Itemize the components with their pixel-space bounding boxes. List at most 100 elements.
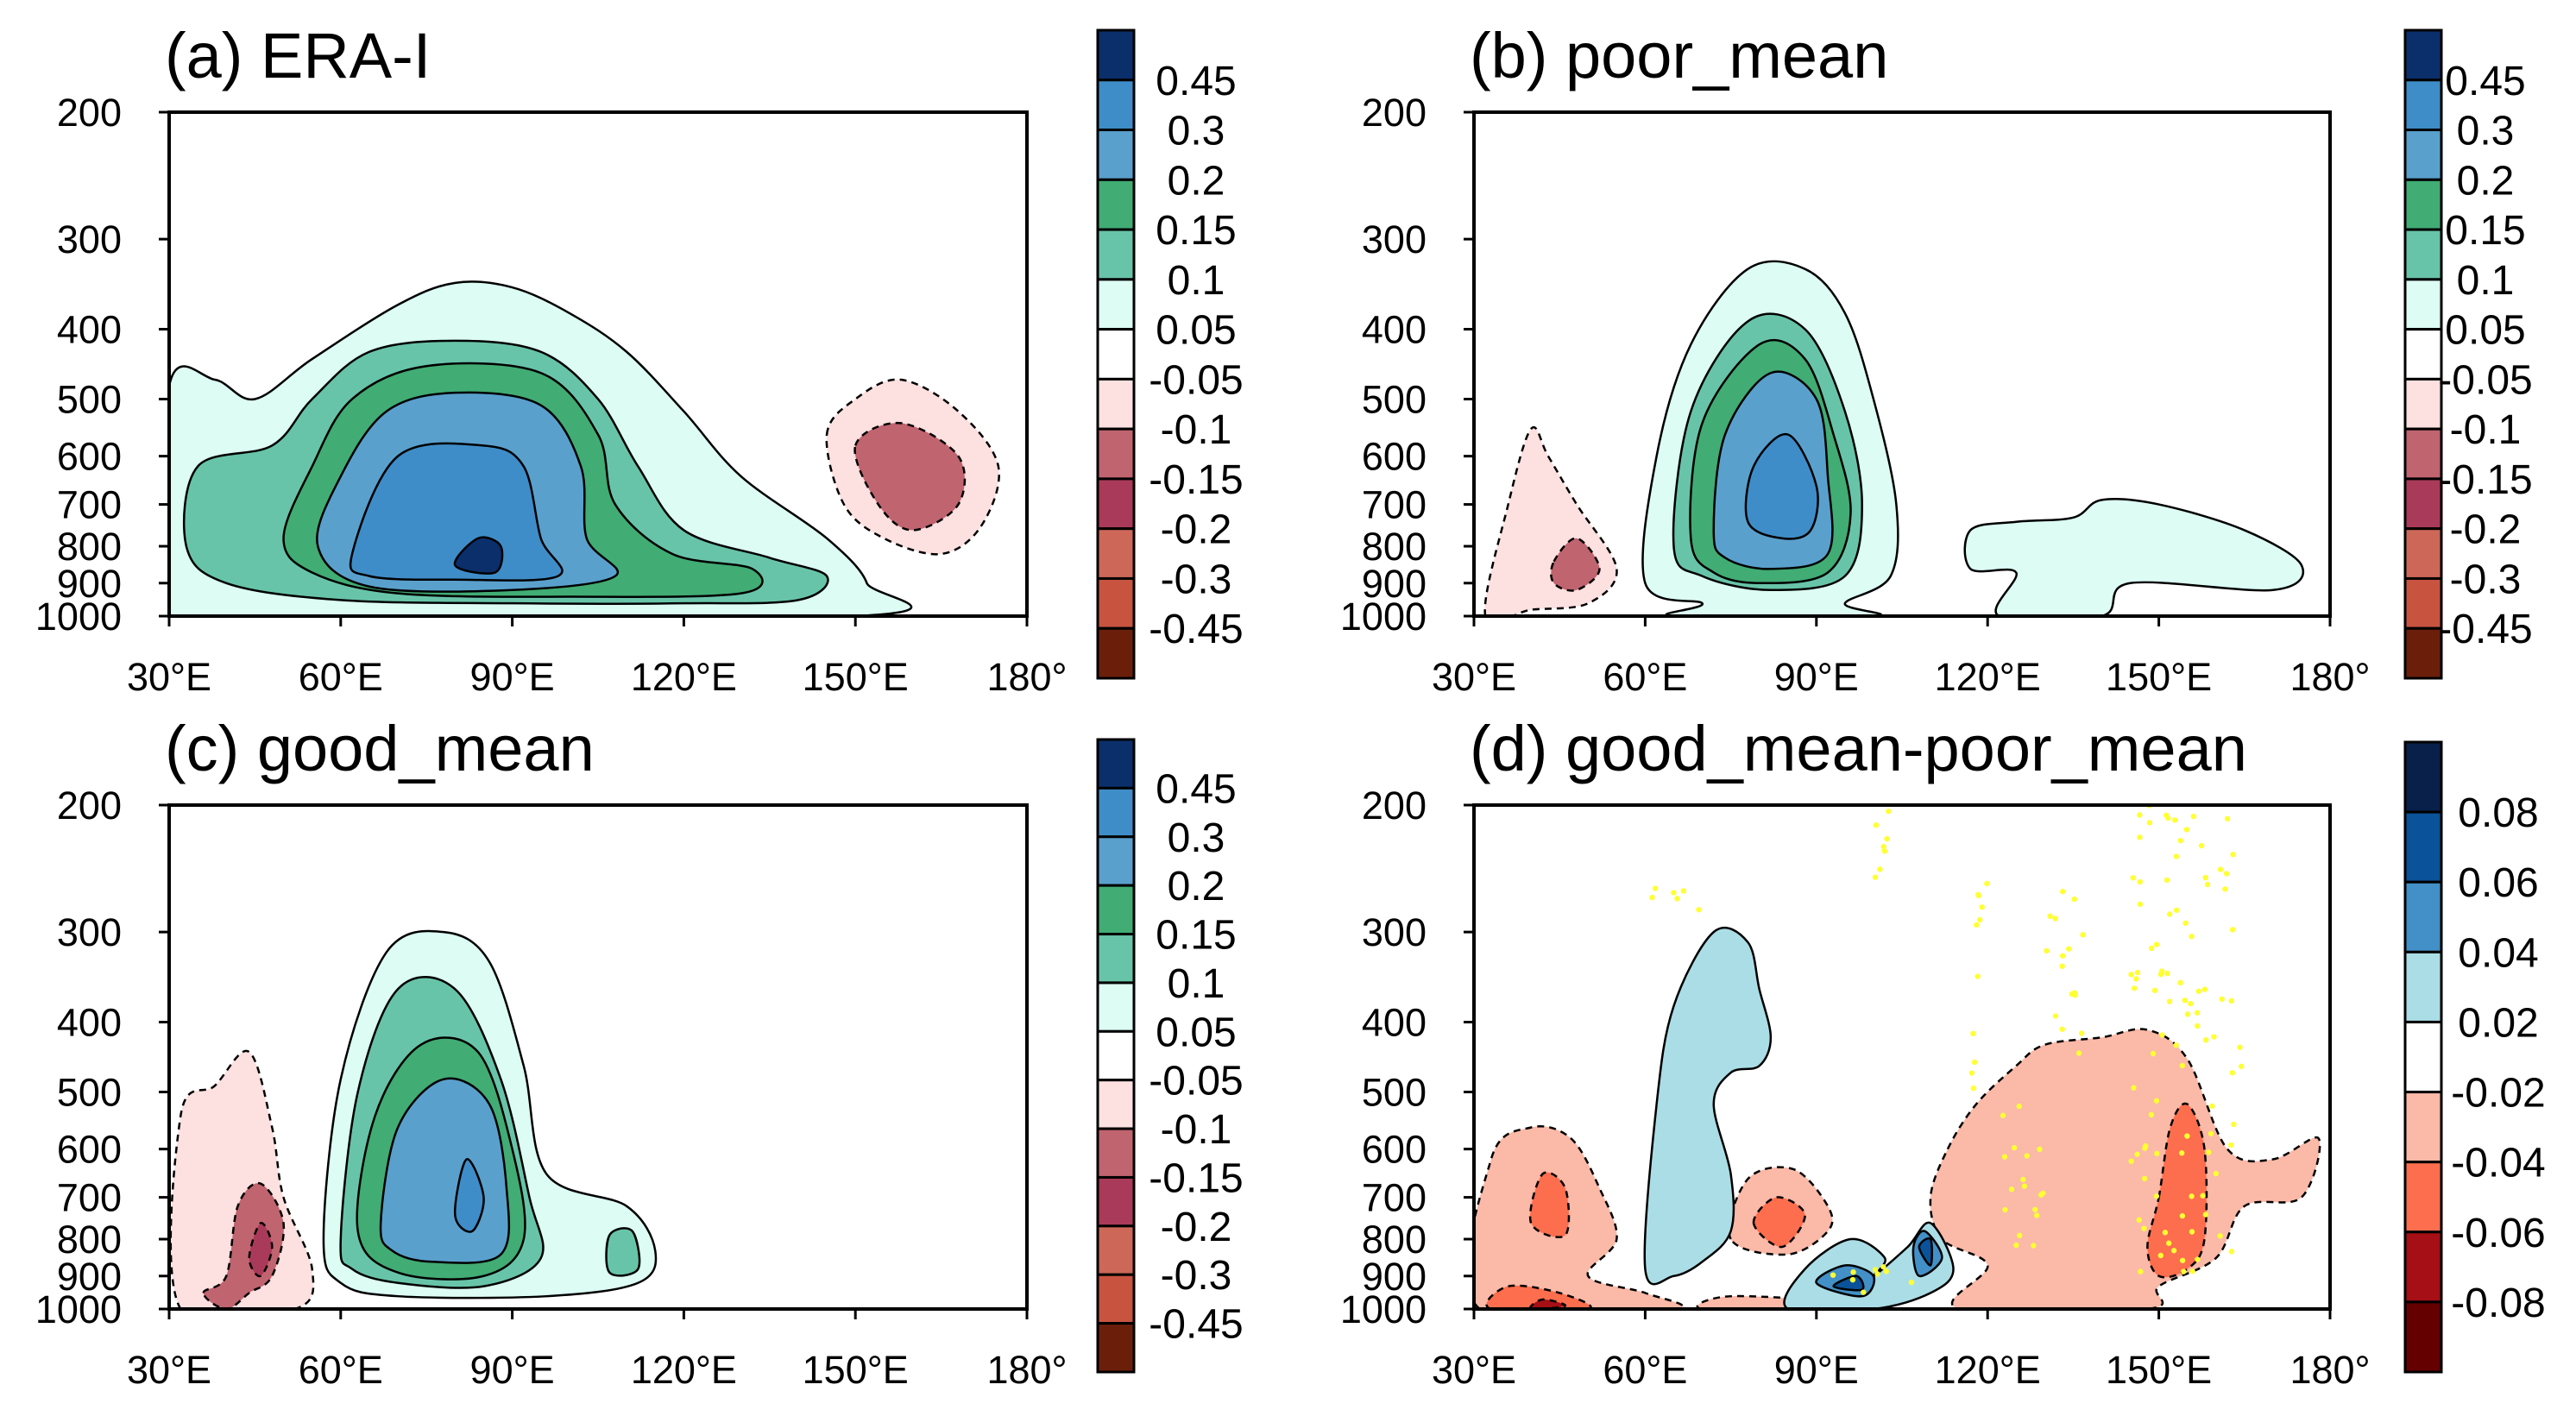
colorbar-box [1096,1224,1136,1276]
colorbar-label: -0.3 [2450,557,2522,602]
y-tick-label: 300 [57,217,122,261]
significance-dot [2217,1233,2223,1239]
significance-dot [2071,990,2078,996]
x-tick-label: 120°E [1935,655,2041,699]
colorbar-box [1096,228,1136,281]
y-tick-label: 200 [1362,91,1427,135]
significance-dot [2137,812,2143,818]
x-tick-label: 60°E [299,1348,383,1392]
significance-dot [1880,1263,1886,1270]
panel-title: (c) good_mean [165,713,595,784]
contour-positive [349,442,564,582]
y-tick-label: 200 [1362,784,1427,828]
significance-dot [2136,1217,2142,1224]
significance-dot [1974,922,1980,928]
y-tick-label: 600 [57,1128,122,1172]
colorbar-label: -0.45 [1149,607,1243,652]
significance-dot [1968,1070,1975,1076]
colorbar-box [2403,178,2443,231]
x-tick-label: 150°E [803,655,909,699]
x-tick-label: 90°E [1774,1348,1859,1392]
colorbar-label: -0.2 [2450,507,2522,553]
y-tick-label: 900 [1362,1255,1427,1299]
y-tick-label: 600 [1362,435,1427,479]
significance-dot [2209,1103,2215,1110]
colorbar-label: -0.05 [2438,357,2532,403]
significance-dot [2237,1044,2243,1050]
significance-dot [2128,972,2134,978]
contour-negative [1485,1284,1592,1309]
significance-dot [2143,1142,2149,1149]
colorbar-box [2403,427,2443,481]
significance-dot [2008,1186,2015,1193]
contour-positive [1963,498,2304,616]
colorbar-label: 0.1 [1168,258,1225,304]
contour-positive [454,1158,485,1233]
x-tick-label: 120°E [1935,1348,2041,1392]
colorbar-label: 0.06 [2458,860,2538,906]
y-tick-label: 400 [1362,308,1427,352]
y-tick-label: 200 [57,784,122,828]
significance-dot [2166,911,2173,917]
significance-dot [2013,1242,2019,1249]
contour-negative [853,421,967,532]
contour-negative [202,1181,286,1309]
colorbar-label: 0.04 [2458,930,2538,976]
colorbar-box [2403,1230,2443,1304]
significance-dot [2189,934,2195,940]
contour-positive [1643,926,1773,1286]
significance-dot [1975,973,1981,979]
plot-frame [167,110,1029,618]
significance-dot [2059,963,2065,969]
colorbar-label: -0.1 [1161,407,1232,453]
significance-dot [2033,1212,2040,1218]
colorbar-box [2403,477,2443,531]
significance-dot [2201,986,2208,992]
panel-b: 30°E 60°E 90°E 120°E 150°E 180° 200 300 400 500 60… [1340,20,2533,699]
colorbar-label: -0.02 [2451,1071,2545,1117]
colorbar-label: 0.1 [1168,961,1225,1007]
y-tick-label: 400 [57,308,122,352]
significance-dot [2047,913,2053,919]
significance-dot [2002,1206,2008,1213]
significance-dot [2195,988,2201,994]
colorbar-box [1096,328,1136,381]
significance-dot [2195,1023,2201,1029]
significance-dot [2137,878,2143,885]
colorbar-box [2403,1300,2443,1374]
significance-dot [2146,820,2153,826]
significance-dot [2182,997,2188,1004]
x-tick-label: 90°E [470,1348,555,1392]
y-tick-label: 800 [1362,1218,1427,1262]
significance-dot [2154,1150,2160,1157]
significance-dot [2153,1098,2160,1104]
significance-dot [1872,874,1879,880]
significance-dot [1881,848,1888,854]
significance-dot [2011,1144,2018,1151]
significance-dot [2032,1206,2038,1212]
significance-dot [2080,932,2086,938]
significance-dot [2021,1183,2028,1189]
significance-dot [1908,1279,1915,1286]
significance-dot [1883,1268,1890,1274]
y-tick-label: 900 [57,1255,122,1299]
colorbar-label: -0.05 [1149,1059,1243,1104]
significance-dot [2217,866,2224,872]
x-tick-label: 60°E [299,655,383,699]
x-tick-label: 120°E [631,655,737,699]
x-tick-label: 30°E [127,655,211,699]
significance-dot [2079,1030,2085,1036]
significance-dot [1649,894,1655,901]
significance-dot [2202,1211,2209,1218]
colorbar-box [1096,786,1136,839]
contour-positive [453,536,504,575]
significance-dot [2200,1193,2206,1199]
colorbar-label: -0.45 [2438,607,2532,652]
colorbar-box [1096,527,1136,580]
colorbar-box [1096,835,1136,887]
significance-dot [1970,1030,1976,1037]
significance-dot [2059,1026,2065,1032]
contour-positive [605,1227,641,1277]
significance-dot [2148,945,2155,952]
significance-dot [2183,827,2190,833]
